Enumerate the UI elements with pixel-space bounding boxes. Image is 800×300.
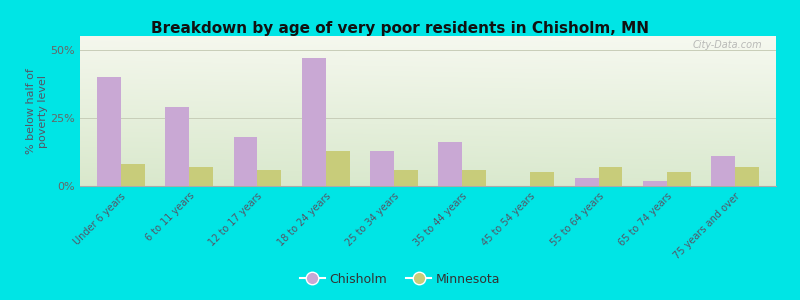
Bar: [711, 156, 735, 186]
Bar: [166, 107, 189, 186]
Bar: [258, 169, 282, 186]
Bar: [438, 142, 462, 186]
Legend: Chisholm, Minnesota: Chisholm, Minnesota: [294, 268, 506, 291]
Bar: [598, 167, 622, 186]
Bar: [394, 169, 418, 186]
Bar: [735, 167, 759, 186]
Bar: [574, 178, 598, 186]
Bar: [530, 172, 554, 186]
Bar: [97, 77, 121, 186]
Bar: [326, 151, 350, 186]
Bar: [370, 151, 394, 186]
Bar: [121, 164, 145, 186]
Text: Breakdown by age of very poor residents in Chisholm, MN: Breakdown by age of very poor residents …: [151, 21, 649, 36]
Y-axis label: % below half of
poverty level: % below half of poverty level: [26, 68, 48, 154]
Text: City-Data.com: City-Data.com: [693, 40, 762, 50]
Bar: [189, 167, 213, 186]
Bar: [234, 137, 258, 186]
Bar: [302, 58, 326, 186]
Bar: [667, 172, 690, 186]
Bar: [643, 181, 667, 186]
Bar: [462, 169, 486, 186]
